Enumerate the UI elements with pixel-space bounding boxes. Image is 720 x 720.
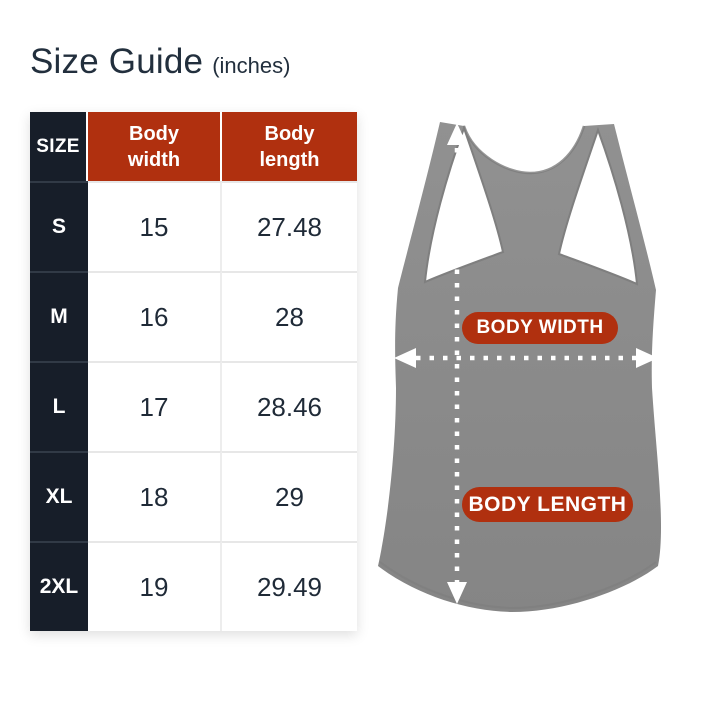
size-label: M <box>30 271 88 361</box>
page-title-text: Size Guide <box>30 42 204 81</box>
body-width-value: 19 <box>88 541 222 631</box>
left-armhole-cutout <box>423 124 505 284</box>
body-width-value: 16 <box>88 271 222 361</box>
table-row-l: L 17 28.46 <box>30 361 357 451</box>
size-label: S <box>30 181 88 271</box>
table-row-s: S 15 27.48 <box>30 181 357 271</box>
body-width-column-header: Body width <box>88 112 222 181</box>
tank-top-illustration <box>378 122 662 612</box>
body-width-label: BODY WIDTH <box>462 312 618 344</box>
size-label: L <box>30 361 88 451</box>
size-label: 2XL <box>30 541 88 631</box>
page-unit-note: (inches) <box>212 53 291 78</box>
neckline-trim <box>462 125 586 175</box>
right-armhole-cutout <box>557 126 639 286</box>
body-width-value: 15 <box>88 181 222 271</box>
body-length-value: 27.48 <box>222 181 357 271</box>
body-length-value: 29.49 <box>222 541 357 631</box>
size-table-header-row: SIZE Body width Body length <box>30 112 357 181</box>
table-row-xl: XL 18 29 <box>30 451 357 541</box>
body-length-value: 29 <box>222 451 357 541</box>
arrow-left-icon <box>394 348 416 368</box>
body-length-label: BODY LENGTH <box>462 487 633 522</box>
arrow-right-icon <box>636 348 658 368</box>
table-row-2xl: 2XL 19 29.49 <box>30 541 357 631</box>
size-column-header: SIZE <box>30 112 88 181</box>
arrow-down-icon <box>447 582 467 604</box>
arrow-up-icon <box>447 123 467 145</box>
body-length-column-header: Body length <box>222 112 357 181</box>
body-width-value: 17 <box>88 361 222 451</box>
hem-seam <box>379 561 657 610</box>
table-row-m: M 16 28 <box>30 271 357 361</box>
measurement-diagram <box>360 90 720 660</box>
page-title: Size Guide (inches) <box>30 42 290 82</box>
body-length-value: 28.46 <box>222 361 357 451</box>
body-width-value: 18 <box>88 451 222 541</box>
body-length-value: 28 <box>222 271 357 361</box>
size-table: SIZE Body width Body length S 15 27.48 M… <box>30 112 357 631</box>
size-label: XL <box>30 451 88 541</box>
